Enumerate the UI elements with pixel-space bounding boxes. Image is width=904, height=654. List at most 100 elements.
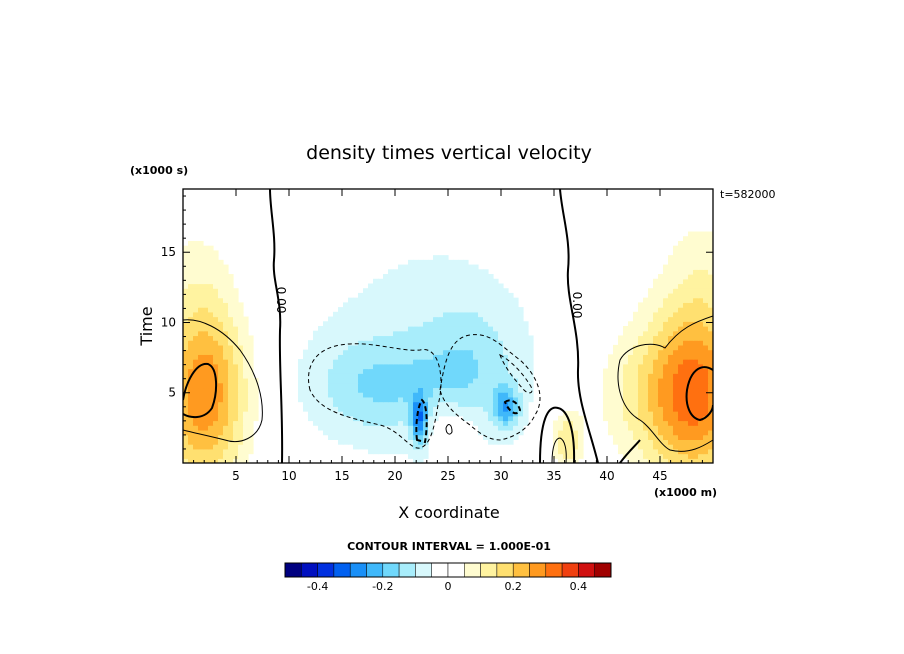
field-cell: [423, 401, 429, 407]
field-cell: [653, 288, 659, 294]
field-cell: [408, 363, 414, 370]
field-cell: [183, 458, 189, 463]
field-cell: [678, 439, 684, 445]
field-cell: [203, 307, 209, 313]
field-cell: [658, 344, 664, 351]
field-cell: [638, 335, 644, 341]
field-cell: [198, 245, 204, 252]
field-cell: [218, 368, 224, 374]
field-cell: [518, 340, 524, 346]
field-cell: [238, 411, 244, 417]
field-cell: [368, 349, 374, 355]
field-cell: [408, 288, 414, 294]
field-cell: [428, 274, 434, 280]
field-cell: [388, 429, 394, 436]
field-cell: [638, 458, 644, 463]
field-cell: [348, 406, 354, 412]
field-cell: [443, 387, 449, 393]
contour-negative-cell-30: [503, 399, 522, 415]
field-cell: [458, 392, 464, 398]
field-cell: [303, 382, 309, 389]
field-cell: [203, 406, 209, 412]
field-cell: [208, 368, 214, 374]
field-cell: [433, 326, 439, 332]
field-cell: [203, 288, 209, 294]
field-cell: [673, 458, 679, 463]
field-cell: [523, 420, 529, 426]
field-cell: [358, 425, 364, 431]
field-cell: [223, 302, 229, 308]
field-cell: [343, 387, 349, 393]
field-cell: [503, 330, 509, 337]
field-cell: [398, 411, 404, 417]
field-cell: [188, 255, 194, 261]
field-cell: [393, 326, 399, 332]
field-cell: [453, 344, 459, 351]
field-cell: [653, 458, 659, 463]
field-cell: [563, 439, 569, 445]
field-cell: [213, 349, 219, 355]
field-cell: [413, 401, 419, 407]
field-cell: [653, 444, 659, 450]
field-cell: [428, 401, 434, 407]
field-cell: [423, 434, 429, 440]
field-cell: [348, 307, 354, 313]
field-cell: [628, 368, 634, 374]
field-cell: [693, 401, 699, 407]
field-cell: [498, 335, 504, 341]
field-cell: [688, 453, 694, 459]
colorbar-swatch: [529, 562, 547, 578]
field-cell: [703, 359, 709, 365]
field-cell: [353, 382, 359, 389]
field-cell: [448, 288, 454, 294]
field-cell: [193, 453, 199, 459]
field-cell: [518, 307, 524, 313]
field-cell: [378, 392, 384, 398]
field-cell: [393, 316, 399, 322]
field-cell: [333, 335, 339, 341]
field-cell: [188, 392, 194, 398]
field-cell: [488, 363, 494, 370]
field-cell: [193, 420, 199, 426]
field-cell: [683, 288, 689, 294]
field-cell: [398, 392, 404, 398]
field-cell: [453, 401, 459, 407]
field-cell: [488, 392, 494, 398]
field-cell: [658, 453, 664, 459]
field-cell: [528, 392, 534, 398]
field-cell: [653, 377, 659, 384]
field-cell: [408, 415, 414, 422]
field-cell: [498, 344, 504, 351]
field-cell: [333, 349, 339, 355]
field-cell: [503, 311, 509, 318]
contour-label-right: 0.00: [570, 292, 584, 319]
field-cell: [338, 359, 344, 365]
field-cell: [383, 411, 389, 417]
field-cell: [203, 316, 209, 322]
field-cell: [348, 415, 354, 422]
field-cell: [253, 411, 259, 417]
field-cell: [393, 311, 399, 318]
field-cell: [338, 425, 344, 431]
field-cell: [238, 434, 244, 440]
field-cell: [653, 321, 659, 327]
field-cell: [673, 420, 679, 426]
field-cell: [488, 439, 494, 445]
field-cell: [658, 448, 664, 455]
field-cell: [408, 396, 414, 403]
field-cell: [648, 340, 654, 346]
field-cell: [463, 292, 469, 299]
field-cell: [233, 321, 239, 327]
contour-label-left: 0.00: [274, 287, 288, 314]
contour-negative-left: [308, 343, 442, 449]
field-cell: [198, 269, 204, 275]
field-cell: [678, 349, 684, 355]
field-cell: [393, 425, 399, 431]
field-cell: [383, 321, 389, 327]
field-cell: [248, 368, 254, 374]
field-cell: [473, 278, 479, 285]
field-cell: [518, 429, 524, 436]
field-cell: [378, 377, 384, 384]
field-cell: [438, 321, 444, 327]
field-cell: [363, 396, 369, 403]
